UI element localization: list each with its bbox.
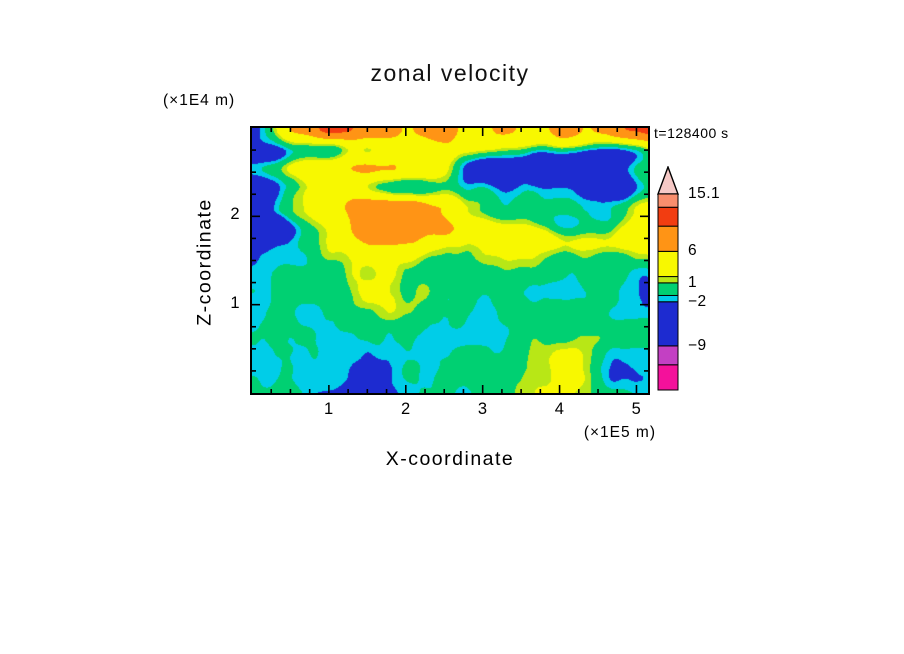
colorbar-label: 15.1	[688, 185, 721, 202]
x-axis-title: X-coordinate	[385, 448, 515, 470]
contour-field-canvas	[252, 128, 648, 393]
x-tick-label: 3	[477, 400, 488, 418]
colorbar-band	[657, 282, 679, 296]
x-tick-label: 1	[324, 400, 334, 418]
x-axis-units-label: (×1E5 m)	[583, 424, 656, 441]
plot-frame	[250, 126, 650, 395]
colorbar-label: 6	[688, 242, 698, 260]
colorbar-band	[657, 301, 679, 347]
colorbar-label: −2	[688, 292, 707, 310]
colorbar-band	[657, 193, 679, 208]
colorbar-arrow-tip	[656, 166, 680, 195]
time-annotation: t=128400 s	[654, 125, 729, 141]
colorbar-label: −9	[688, 336, 707, 354]
x-tick-label: 2	[400, 400, 411, 418]
z-tick-label: 2	[230, 205, 240, 224]
z-axis-units-label: (×1E4 m)	[163, 92, 236, 109]
colorbar-band	[657, 250, 679, 278]
colorbar-band	[657, 345, 679, 366]
x-tick-label: 5	[631, 400, 642, 418]
colorbar-band	[657, 206, 679, 227]
z-axis-title: Z-coordinate	[193, 198, 216, 326]
chart-title: zonal velocity	[370, 60, 530, 86]
colorbar-band	[657, 294, 679, 303]
colorbar-band	[657, 225, 679, 252]
colorbar-band	[657, 276, 679, 284]
colorbar-band	[657, 364, 679, 391]
colorbar	[656, 166, 680, 391]
x-tick-label: 4	[554, 400, 565, 418]
z-tick-label: 1	[230, 293, 240, 312]
colorbar-label: 1	[688, 273, 698, 291]
